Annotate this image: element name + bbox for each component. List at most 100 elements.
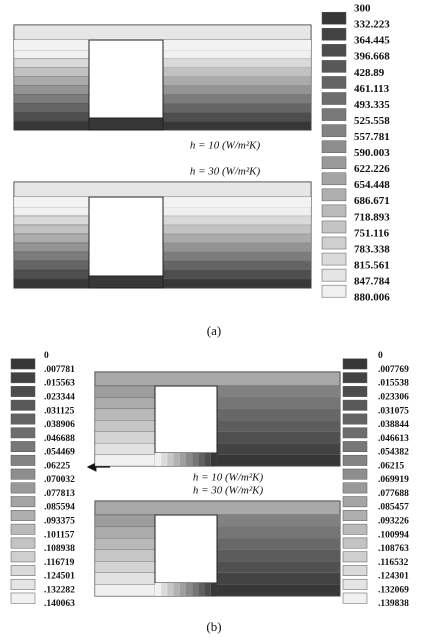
caption: (a) bbox=[207, 323, 221, 338]
legend-swatch bbox=[10, 372, 36, 384]
legend-label: 364.445 bbox=[354, 35, 390, 47]
legend-label: .132069 bbox=[378, 585, 409, 595]
contour-band bbox=[210, 453, 217, 466]
legend-label: .054469 bbox=[44, 448, 75, 458]
legend-label: .046688 bbox=[44, 434, 75, 444]
contour-band bbox=[88, 275, 164, 289]
legend-label: .124501 bbox=[44, 572, 75, 582]
legend-swatch bbox=[342, 441, 368, 453]
contour-band bbox=[216, 572, 341, 585]
legend-swatch bbox=[10, 510, 36, 521]
legend-swatch bbox=[321, 252, 347, 266]
caption: (b) bbox=[206, 619, 221, 634]
contour-band bbox=[13, 120, 90, 131]
legend-swatch bbox=[342, 413, 368, 425]
legend-label: 0 bbox=[378, 351, 383, 361]
contour-band bbox=[162, 67, 312, 77]
contour-band bbox=[198, 453, 205, 466]
legend-label: 590.003 bbox=[354, 147, 390, 159]
legend-label: .038906 bbox=[44, 420, 75, 430]
legend-swatch bbox=[321, 156, 347, 170]
legend-label: .015563 bbox=[44, 379, 75, 389]
contour-band bbox=[167, 583, 174, 596]
legend-swatch bbox=[342, 482, 368, 494]
legend-label: .101157 bbox=[44, 530, 75, 540]
legend-swatch bbox=[10, 413, 36, 425]
plot-label: h = 30 (W/m²K) bbox=[193, 485, 264, 497]
legend-swatch bbox=[10, 592, 36, 604]
legend-swatch bbox=[321, 284, 347, 298]
legend-label: .069919 bbox=[378, 475, 409, 485]
legend-label: 654.448 bbox=[354, 179, 390, 191]
contour-band bbox=[167, 453, 174, 466]
legend-swatch bbox=[321, 108, 347, 121]
legend-label: .007781 bbox=[44, 365, 75, 375]
legend-swatch bbox=[321, 60, 347, 73]
contour-band bbox=[13, 269, 90, 280]
contour-band bbox=[179, 583, 186, 596]
contour-band bbox=[94, 572, 156, 585]
legend-swatch bbox=[10, 427, 36, 439]
legend-label: .140063 bbox=[44, 599, 75, 609]
plot-label: h = 10 (W/m²K) bbox=[190, 140, 261, 152]
contour-band bbox=[13, 94, 90, 104]
contour-band bbox=[14, 197, 89, 207]
legend-swatch bbox=[342, 386, 368, 397]
legend-label: .085594 bbox=[44, 503, 75, 513]
contour-band bbox=[162, 49, 312, 59]
contour-band bbox=[13, 103, 90, 113]
header-strip bbox=[94, 500, 341, 516]
legend-label: .093226 bbox=[378, 517, 409, 527]
contour-band bbox=[216, 549, 341, 562]
legend-label: 0 bbox=[44, 351, 49, 361]
contour-band bbox=[163, 197, 311, 207]
legend-swatch bbox=[342, 510, 368, 521]
legend-label: .023306 bbox=[378, 393, 409, 403]
legend-label: .108763 bbox=[378, 544, 409, 554]
contour-band bbox=[216, 385, 341, 398]
contour-band bbox=[216, 514, 341, 527]
legend-swatch bbox=[10, 537, 36, 549]
contour-band bbox=[13, 206, 90, 217]
legend-swatch bbox=[342, 523, 368, 535]
legend-swatch bbox=[342, 372, 368, 384]
header-strip bbox=[13, 181, 312, 198]
contour-band bbox=[88, 117, 164, 131]
legend-label: 751.116 bbox=[354, 227, 390, 239]
plot-label: h = 30 (W/m²K) bbox=[190, 166, 261, 178]
contour-band bbox=[216, 431, 341, 444]
contour-band bbox=[13, 251, 90, 262]
legend-swatch bbox=[342, 454, 368, 466]
legend-label: .108938 bbox=[44, 544, 75, 554]
legend-label: .077813 bbox=[44, 489, 75, 499]
legend-swatch bbox=[342, 592, 368, 604]
contour-band bbox=[186, 583, 193, 596]
contour-band bbox=[13, 58, 90, 68]
contour-band bbox=[216, 397, 341, 409]
contour-band bbox=[94, 514, 156, 527]
legend-label: .085457 bbox=[378, 503, 409, 513]
solid-block bbox=[154, 514, 218, 584]
contour-band bbox=[210, 583, 217, 596]
solid-block bbox=[88, 39, 164, 119]
header-strip bbox=[13, 24, 312, 41]
legend-label: .007769 bbox=[378, 365, 409, 375]
legend-swatch bbox=[342, 537, 368, 549]
legend-swatch bbox=[10, 496, 36, 508]
legend-swatch bbox=[321, 28, 347, 41]
legend-label: .132282 bbox=[44, 585, 75, 595]
legend-label: 718.893 bbox=[354, 211, 390, 223]
contour-band bbox=[162, 94, 312, 104]
contour-band bbox=[162, 85, 312, 95]
legend-label: .046613 bbox=[378, 434, 409, 444]
contour-band bbox=[216, 561, 341, 573]
contour-band bbox=[13, 67, 90, 77]
contour-band bbox=[204, 453, 211, 466]
legend-swatch bbox=[321, 140, 347, 153]
legend-label: 880.006 bbox=[354, 292, 390, 304]
legend-swatch bbox=[10, 578, 36, 590]
contour-band bbox=[13, 85, 90, 95]
contour-band bbox=[216, 538, 341, 550]
legend-swatch bbox=[10, 441, 36, 453]
legend-swatch bbox=[342, 551, 368, 563]
